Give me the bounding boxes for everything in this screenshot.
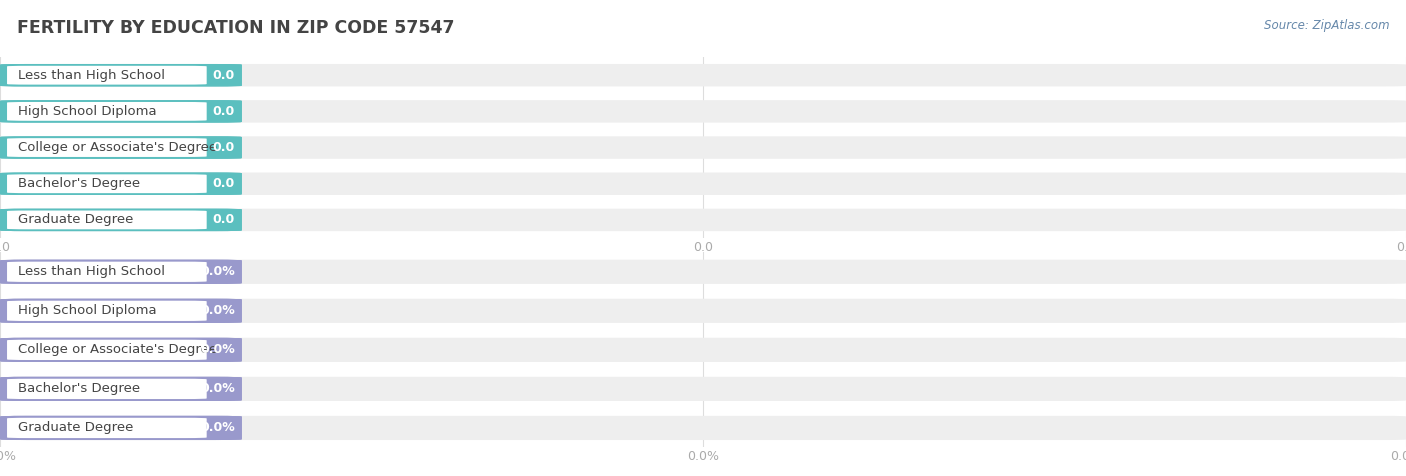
Text: Graduate Degree: Graduate Degree xyxy=(18,213,134,227)
FancyBboxPatch shape xyxy=(0,416,242,440)
FancyBboxPatch shape xyxy=(0,338,242,362)
FancyBboxPatch shape xyxy=(0,64,242,87)
Text: Source: ZipAtlas.com: Source: ZipAtlas.com xyxy=(1264,19,1389,32)
FancyBboxPatch shape xyxy=(7,379,207,399)
Text: 0.0%: 0.0% xyxy=(200,382,235,396)
Text: 0.0: 0.0 xyxy=(212,141,235,154)
FancyBboxPatch shape xyxy=(0,64,242,87)
Text: FERTILITY BY EDUCATION IN ZIP CODE 57547: FERTILITY BY EDUCATION IN ZIP CODE 57547 xyxy=(17,19,454,37)
FancyBboxPatch shape xyxy=(0,377,1406,401)
FancyBboxPatch shape xyxy=(0,172,242,195)
Text: 0.0%: 0.0% xyxy=(200,265,235,278)
Text: College or Associate's Degree: College or Associate's Degree xyxy=(18,141,218,154)
FancyBboxPatch shape xyxy=(7,301,207,321)
FancyBboxPatch shape xyxy=(0,338,1406,362)
FancyBboxPatch shape xyxy=(7,210,207,229)
FancyBboxPatch shape xyxy=(0,208,242,231)
Text: Bachelor's Degree: Bachelor's Degree xyxy=(18,177,141,190)
FancyBboxPatch shape xyxy=(0,260,242,284)
Text: High School Diploma: High School Diploma xyxy=(18,105,157,118)
FancyBboxPatch shape xyxy=(0,64,1406,87)
FancyBboxPatch shape xyxy=(0,416,1406,440)
FancyBboxPatch shape xyxy=(0,260,242,284)
Text: 0.0: 0.0 xyxy=(212,69,235,82)
Text: 0.0: 0.0 xyxy=(212,177,235,190)
FancyBboxPatch shape xyxy=(0,416,242,440)
FancyBboxPatch shape xyxy=(0,100,242,123)
FancyBboxPatch shape xyxy=(0,172,242,195)
Text: College or Associate's Degree: College or Associate's Degree xyxy=(18,343,218,357)
FancyBboxPatch shape xyxy=(0,100,1406,123)
Text: High School Diploma: High School Diploma xyxy=(18,304,157,317)
FancyBboxPatch shape xyxy=(0,299,242,323)
FancyBboxPatch shape xyxy=(0,299,242,323)
FancyBboxPatch shape xyxy=(0,377,242,401)
Text: 0.0%: 0.0% xyxy=(200,343,235,357)
Text: Graduate Degree: Graduate Degree xyxy=(18,421,134,435)
FancyBboxPatch shape xyxy=(0,208,1406,231)
FancyBboxPatch shape xyxy=(7,138,207,157)
Text: Bachelor's Degree: Bachelor's Degree xyxy=(18,382,141,396)
Text: 0.0%: 0.0% xyxy=(200,421,235,435)
FancyBboxPatch shape xyxy=(0,299,1406,323)
FancyBboxPatch shape xyxy=(0,172,1406,195)
Text: Less than High School: Less than High School xyxy=(18,265,166,278)
FancyBboxPatch shape xyxy=(0,260,1406,284)
Text: Less than High School: Less than High School xyxy=(18,69,166,82)
FancyBboxPatch shape xyxy=(0,208,242,231)
FancyBboxPatch shape xyxy=(0,136,1406,159)
FancyBboxPatch shape xyxy=(0,136,242,159)
FancyBboxPatch shape xyxy=(7,102,207,121)
Text: 0.0%: 0.0% xyxy=(200,304,235,317)
FancyBboxPatch shape xyxy=(0,338,242,362)
FancyBboxPatch shape xyxy=(7,340,207,360)
FancyBboxPatch shape xyxy=(0,136,242,159)
FancyBboxPatch shape xyxy=(0,377,242,401)
Text: 0.0: 0.0 xyxy=(212,105,235,118)
FancyBboxPatch shape xyxy=(7,262,207,282)
FancyBboxPatch shape xyxy=(7,174,207,193)
Text: 0.0: 0.0 xyxy=(212,213,235,227)
FancyBboxPatch shape xyxy=(7,66,207,85)
FancyBboxPatch shape xyxy=(0,100,242,123)
FancyBboxPatch shape xyxy=(7,418,207,438)
